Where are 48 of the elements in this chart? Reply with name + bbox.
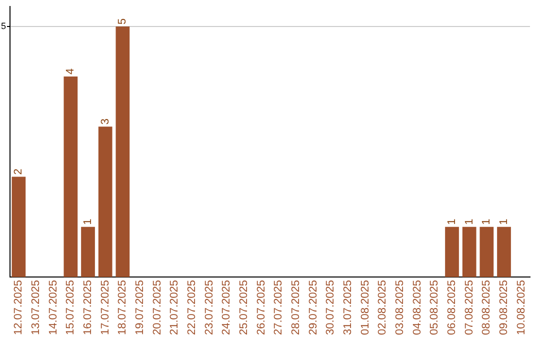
bar xyxy=(12,176,26,277)
x-tick-label: 22.07.2025 xyxy=(186,280,198,336)
x-tick-label: 26.07.2025 xyxy=(255,280,268,336)
x-tick-label: 14.07.2025 xyxy=(47,280,60,336)
bar xyxy=(497,226,511,277)
x-tick-label: 25.07.2025 xyxy=(238,280,250,336)
x-tick-label: 20.07.2025 xyxy=(151,280,164,336)
x-tick-label: 31.07.2025 xyxy=(342,280,354,336)
x-tick-label: 06.08.2025 xyxy=(446,280,458,336)
bar xyxy=(445,226,459,277)
x-tick-label: 24.07.2025 xyxy=(220,280,233,336)
bar xyxy=(98,126,112,277)
bar xyxy=(64,76,78,277)
bar xyxy=(462,226,476,277)
data-label: 1 xyxy=(82,218,94,225)
data-label: 1 xyxy=(463,218,476,225)
x-tick-label: 12.07.2025 xyxy=(12,280,25,336)
x-tick-label: 02.08.2025 xyxy=(376,280,389,336)
x-tick-label: 01.08.2025 xyxy=(359,280,372,336)
x-tick-label: 16.07.2025 xyxy=(82,280,94,336)
data-label: 3 xyxy=(99,118,112,125)
x-tick-label: 23.07.2025 xyxy=(203,280,216,336)
data-label: 5 xyxy=(116,18,129,24)
x-tick-label: 28.07.2025 xyxy=(290,280,302,336)
x-tick-label: 09.08.2025 xyxy=(498,280,510,336)
data-label: 2 xyxy=(12,168,25,175)
x-tick-label: 19.07.2025 xyxy=(134,280,146,336)
x-tick-label: 13.07.2025 xyxy=(30,280,42,336)
x-tick-label: 05.08.2025 xyxy=(428,280,441,336)
x-tick-label: 03.08.2025 xyxy=(394,280,406,336)
data-label: 4 xyxy=(64,68,77,75)
bar xyxy=(81,226,95,277)
x-tick-label: 30.07.2025 xyxy=(324,280,337,336)
bar xyxy=(480,226,494,277)
data-label: 1 xyxy=(446,218,458,225)
x-tick-label: 17.07.2025 xyxy=(99,280,112,336)
x-tick-label: 04.08.2025 xyxy=(411,280,424,336)
x-tick-label: 07.08.2025 xyxy=(463,280,476,336)
x-tick-label: 10.08.2025 xyxy=(515,280,528,336)
x-tick-label: 08.08.2025 xyxy=(480,280,493,336)
x-tick-label: 29.07.2025 xyxy=(307,280,320,336)
data-label: 1 xyxy=(480,218,493,225)
x-tick-label: 21.07.2025 xyxy=(168,280,181,336)
x-tick-label: 18.07.2025 xyxy=(116,280,129,336)
data-label: 1 xyxy=(498,218,510,225)
x-tick-label: 27.07.2025 xyxy=(272,280,285,336)
bar xyxy=(116,26,130,277)
x-tick-label: 15.07.2025 xyxy=(64,280,77,336)
